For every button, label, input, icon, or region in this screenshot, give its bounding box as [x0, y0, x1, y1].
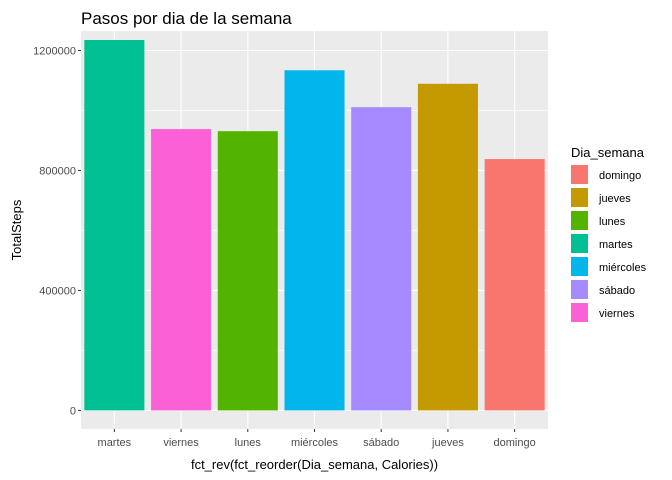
bar-viernes — [151, 129, 212, 411]
legend-label: domingo — [599, 170, 641, 182]
y-tick-label: 400000 — [39, 285, 76, 297]
y-axis: 0 400000 800000 1200000 — [33, 45, 81, 417]
y-axis-title: TotalSteps — [9, 199, 24, 260]
x-tick-label: martes — [98, 437, 132, 449]
x-tick-label: viernes — [163, 437, 199, 449]
bar-miércoles — [284, 70, 345, 411]
legend-label: jueves — [598, 193, 631, 205]
legend-label: miércoles — [599, 262, 647, 274]
x-tick-label: domingo — [494, 437, 536, 449]
legend: Dia_semana domingo jueves lunes martes miérc… — [571, 145, 647, 322]
bar-lunes — [217, 131, 278, 411]
legend-label: martes — [599, 239, 633, 251]
legend-key-jueves — [571, 188, 588, 207]
legend-label: lunes — [599, 216, 626, 228]
x-tick-label: jueves — [431, 437, 464, 449]
x-axis-title: fct_rev(fct_reorder(Dia_semana, Calories… — [191, 457, 438, 472]
x-tick-label: miércoles — [291, 437, 339, 449]
legend-label: sábado — [599, 285, 635, 297]
legend-key-viernes — [571, 303, 588, 322]
legend-key-martes — [571, 234, 588, 253]
legend-key-domingo — [571, 165, 588, 184]
bar-domingo — [484, 159, 545, 411]
x-axis: martes viernes lunes miércoles sábado jueves d… — [98, 429, 536, 449]
x-tick-label: sábado — [363, 437, 399, 449]
y-tick-label: 1200000 — [33, 45, 76, 57]
legend-key-sábado — [571, 280, 588, 299]
y-tick-label: 800000 — [39, 165, 76, 177]
bar-martes — [84, 39, 145, 411]
y-tick-label: 0 — [70, 405, 76, 417]
legend-label: viernes — [599, 308, 635, 320]
legend-title: Dia_semana — [571, 145, 645, 160]
bar-sábado — [351, 107, 412, 411]
bar-jueves — [417, 83, 478, 411]
legend-key-miércoles — [571, 257, 588, 276]
x-tick-label: lunes — [235, 437, 262, 449]
legend-key-lunes — [571, 211, 588, 230]
bars — [84, 39, 545, 411]
chart-title: Pasos por dia de la semana — [81, 9, 292, 28]
